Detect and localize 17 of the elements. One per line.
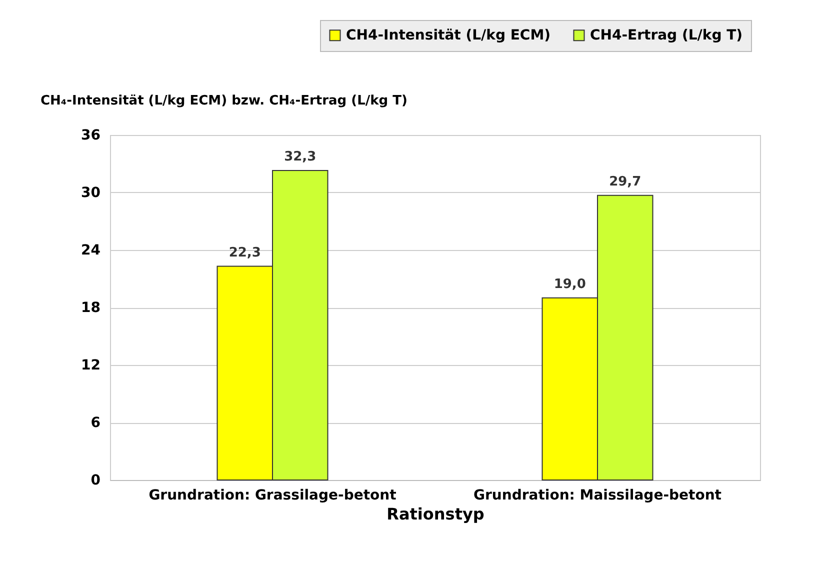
y-tick-label: 24 — [81, 242, 101, 258]
data-label: 29,7 — [609, 174, 642, 190]
y-axis-title: CH₄-Intensität (L/kg ECM) bzw. CH₄-Ertrag (L/kg T) — [40, 94, 408, 108]
x-tick-label: Grundration: Grassilage-betont — [148, 488, 397, 504]
data-label: 19,0 — [554, 276, 586, 292]
y-tick-label: 36 — [81, 128, 100, 144]
x-tick-label: Grundration: Maissilage-betont — [474, 488, 722, 504]
y-tick-label: 30 — [81, 185, 101, 201]
legend-label: CH4-Ertrag (L/kg T) — [590, 27, 743, 44]
data-label: 32,3 — [284, 149, 316, 164]
y-tick-label: 18 — [81, 300, 100, 316]
y-tick-label: 6 — [90, 415, 100, 431]
y-tick-label: 12 — [81, 358, 100, 374]
x-axis-title: Rationstyp — [386, 504, 484, 524]
data-label: 22,3 — [228, 245, 261, 260]
legend-label: CH4-Intensität (L/kg ECM) — [346, 27, 551, 44]
y-tick-label: 0 — [90, 472, 101, 488]
